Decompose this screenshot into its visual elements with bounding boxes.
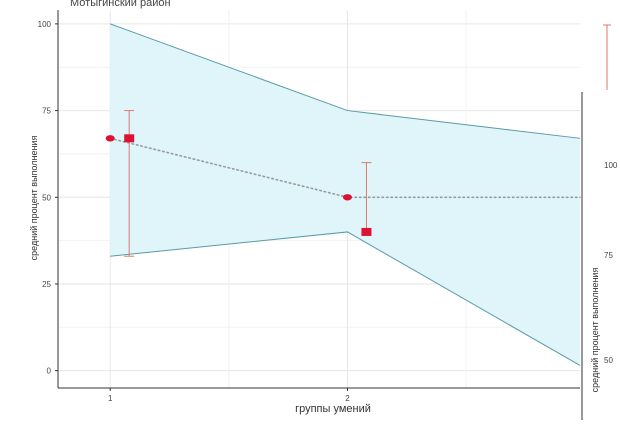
y-tick-label: 0 [47, 367, 52, 376]
x-axis-label: группы умений [295, 403, 371, 415]
y-tick-label: 75 [42, 107, 51, 116]
side-y-tick-label: 75 [604, 251, 613, 260]
y-axis-label: средний процент выполнения [29, 136, 39, 261]
y-tick-label: 50 [42, 193, 51, 202]
y-tick-labels: 0 25 50 75 100 [38, 20, 58, 376]
side-y-tick-label: 50 [604, 356, 613, 365]
x-tick-label: 2 [345, 394, 350, 403]
axes [57, 10, 580, 389]
band-upper-line [110, 23, 581, 139]
error-point-marker [361, 227, 372, 236]
side-y-axis-label: средний процент выполнения [590, 268, 600, 393]
points [105, 135, 352, 201]
side-y-tick-label: 100 [604, 161, 618, 170]
y-tick-label: 25 [42, 280, 51, 289]
y-tick-label: 100 [38, 20, 52, 29]
side-panel: 100 75 50 средний процент выполнения [581, 0, 620, 420]
side-panel-background [582, 0, 620, 420]
band-lower-line [110, 231, 581, 366]
error-point-marker [124, 134, 135, 143]
chart-title: Мотыгинский район [70, 0, 171, 9]
data-point [342, 194, 352, 201]
data-point [105, 135, 115, 142]
error-bars [124, 110, 372, 257]
x-tick-label: 1 [108, 394, 113, 403]
